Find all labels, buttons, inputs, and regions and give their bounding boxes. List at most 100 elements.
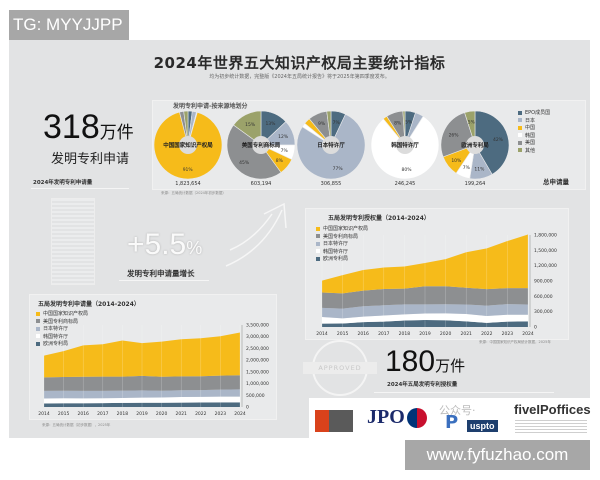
legend-label: 其他: [525, 147, 536, 154]
divider: [31, 188, 129, 189]
ip5-logos-strip: JPO 公众号· P uspto fiveIPoffices: [309, 398, 591, 438]
svg-text:9%: 9%: [318, 121, 326, 127]
pie-panel-title: 发明专利申请-按来源地划分: [173, 103, 248, 110]
legend-swatch-kipo: [316, 249, 320, 254]
legend-swatch-kipo: [36, 334, 40, 339]
svg-text:12%: 12%: [278, 134, 289, 140]
svg-text:2019: 2019: [419, 331, 431, 337]
svg-text:8%: 8%: [276, 158, 284, 164]
svg-text:2020: 2020: [156, 411, 168, 417]
approved-stamp-text: APPROVED: [303, 362, 377, 374]
svg-text:7%: 7%: [463, 165, 471, 171]
pie-source-note: 来源：五局统计数据（2024年初步数据）: [161, 191, 226, 195]
epo-logo: [315, 410, 353, 432]
page-subtitle: 均为初步统计数据，完整版《2024年五局统计报告》将于2025年第四季度发布。: [209, 74, 390, 80]
svg-text:1,200,000: 1,200,000: [534, 263, 557, 269]
legend-swatch-jpo: [36, 326, 40, 331]
growth-label: 发明专利申请量增长: [127, 269, 195, 278]
svg-text:3,000,000: 3,000,000: [246, 334, 269, 340]
svg-text:美国专利商标局: 美国专利商标局: [242, 141, 281, 149]
svg-text:2021: 2021: [175, 411, 187, 417]
page-title: 2024年世界五大知识产权局主要统计指标: [153, 54, 446, 72]
svg-text:0: 0: [534, 325, 537, 331]
pie-total-epo: 199,264: [464, 181, 486, 187]
infographic-poster: 2024年世界五大知识产权局主要统计指标 均为初步统计数据，完整版《2024年五…: [9, 40, 591, 438]
svg-text:42%: 42%: [493, 137, 504, 143]
legend-label: 日本特许厅: [43, 326, 69, 333]
svg-text:2020: 2020: [440, 331, 452, 337]
svg-text:1,000,000: 1,000,000: [246, 381, 269, 387]
svg-text:77%: 77%: [333, 166, 344, 172]
legend-label: 欧洲专利局: [323, 256, 349, 263]
pie-total-jpo: 306,855: [320, 181, 342, 187]
svg-text:10%: 10%: [451, 158, 462, 164]
svg-text:300,000: 300,000: [534, 309, 553, 315]
applications-source-note: 来源：五局统计数据（初步数据），2025年: [42, 423, 111, 427]
cnipa-logo: P: [445, 412, 459, 433]
svg-text:13%: 13%: [265, 121, 276, 127]
legend-swatch-cnipa: [316, 226, 320, 231]
legend-label: 韩国: [525, 132, 536, 139]
applications-area-chart: 2014 2015 2016 2017 2018 2019 2020 2021 2022 2023…: [38, 323, 269, 418]
applications-chart-title: 五局发明专利申请量（2014-2024）: [38, 301, 140, 308]
legend-label: 日本: [525, 117, 536, 124]
grants-caption: 2024年五局发明专利授权量: [387, 382, 458, 388]
legend-swatch-jpo: [316, 241, 320, 246]
svg-text:80%: 80%: [401, 167, 412, 173]
document-stack-icon: [51, 198, 95, 285]
applications-big-number: 318万件: [43, 110, 134, 150]
svg-text:2024: 2024: [234, 411, 246, 417]
svg-text:2018: 2018: [399, 331, 411, 337]
svg-text:2022: 2022: [195, 411, 207, 417]
svg-text:2018: 2018: [117, 411, 129, 417]
growth-arrow-icon: [225, 202, 287, 267]
svg-text:2014: 2014: [316, 331, 328, 337]
grants-source-note: 来源：中国国家知识产权局统计数据，2025年: [479, 340, 551, 344]
legend-swatch-us: [518, 140, 522, 145]
growth-value: +5.5%: [127, 230, 202, 263]
svg-text:2016: 2016: [77, 411, 89, 417]
legend-swatch-epo: [316, 256, 320, 261]
applications-caption: 2024年发明专利申请量: [33, 180, 93, 186]
site-watermark: www.fyfuzhao.com: [405, 440, 590, 470]
five-ip-offices-fineprint: [515, 418, 587, 434]
legend-label: 韩国特许厅: [323, 248, 349, 255]
legend-label: 中国国家知识产权局: [43, 311, 89, 318]
wechat-watermark: 公众号·: [439, 404, 476, 417]
svg-text:500,000: 500,000: [246, 393, 265, 399]
jpo-logo: JPO: [367, 406, 405, 428]
svg-text:2,500,000: 2,500,000: [246, 346, 269, 352]
legend-label: 中国国家知识产权局: [323, 226, 369, 233]
svg-text:7%: 7%: [281, 148, 289, 154]
divider: [374, 392, 554, 393]
grants-area-chart: 2014 2015 2016 2017 2018 2019 2020 2021 2022 2023…: [316, 233, 557, 338]
svg-text:1,800,000: 1,800,000: [534, 233, 557, 239]
svg-text:2016: 2016: [357, 331, 369, 337]
legend-label: 美国专利商标局: [323, 233, 359, 240]
applications-unit: 万件: [99, 123, 134, 143]
svg-text:8%: 8%: [394, 120, 402, 126]
legend-label: 日本特许厅: [323, 241, 349, 248]
svg-text:2024: 2024: [522, 331, 534, 337]
svg-text:2,000,000: 2,000,000: [246, 358, 269, 364]
uspto-logo: uspto: [467, 420, 498, 432]
svg-text:5%: 5%: [468, 119, 476, 125]
legend-label: 中国: [525, 125, 536, 132]
pie-total-kipo: 246,245: [394, 181, 416, 187]
applications-label: 发明专利申请: [51, 152, 130, 167]
applications-value: 318: [43, 108, 100, 146]
svg-text:7%: 7%: [333, 120, 341, 126]
svg-text:2014: 2014: [38, 411, 50, 417]
svg-text:2017: 2017: [378, 331, 390, 337]
legend-label: 欧洲专利局: [43, 341, 69, 348]
legend-label: 美国专利商标局: [43, 318, 79, 325]
svg-text:900,000: 900,000: [534, 279, 553, 285]
applications-legend: 中国国家知识产权局 美国专利商标局 日本特许厅 韩国特许厅 欧洲专利局: [36, 310, 88, 348]
grants-legend: 中国国家知识产权局 美国专利商标局 日本特许厅 韩国特许厅 欧洲专利局: [316, 225, 368, 263]
svg-text:91%: 91%: [183, 167, 194, 173]
svg-text:11%: 11%: [474, 166, 485, 172]
svg-text:2017: 2017: [97, 411, 109, 417]
legend-swatch-china: [518, 125, 522, 130]
grants-big-number: 180万件: [385, 347, 465, 381]
grants-chart-title: 五局发明专利授权量（2014-2024）: [328, 215, 430, 222]
